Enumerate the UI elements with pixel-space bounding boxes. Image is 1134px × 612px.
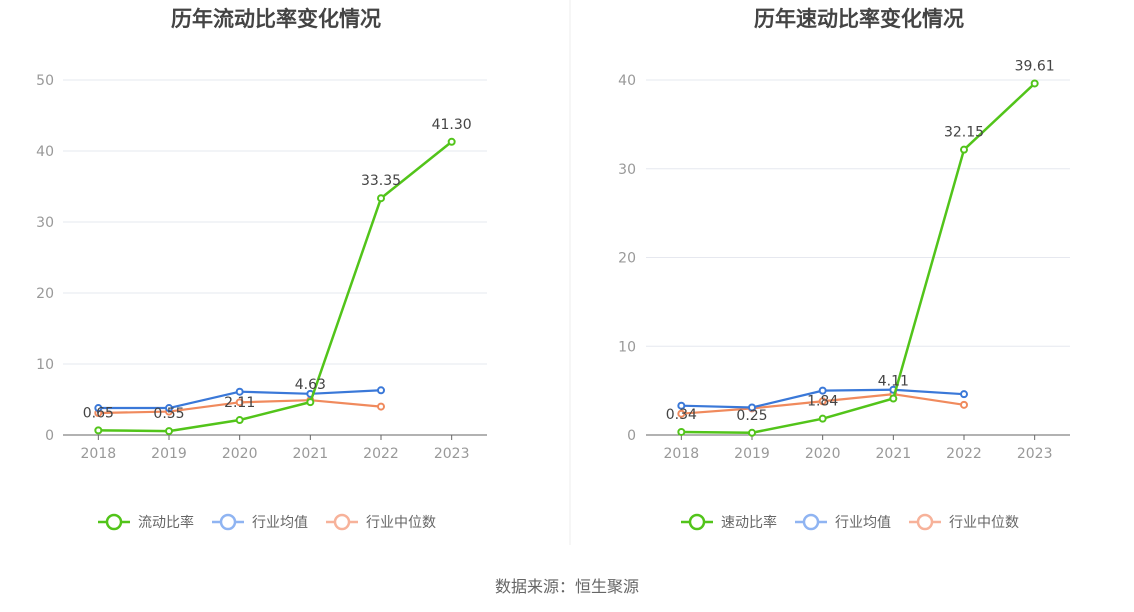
y-tick-label: 40: [618, 73, 636, 89]
data-label: 41.30: [432, 117, 472, 133]
industry-median-series-point: [818, 397, 827, 406]
primary-series-point: [94, 426, 103, 435]
industry-median-series-point: [960, 400, 968, 409]
data-label: 39.61: [1015, 58, 1055, 74]
x-tick-label: 2021: [293, 446, 329, 462]
data-label: 32.15: [944, 125, 984, 141]
y-tick-label: 10: [618, 339, 636, 355]
chart-title: 历年流动比率变化情况: [171, 7, 381, 31]
primary-series-line: [98, 140, 453, 433]
primary-series-point: [960, 145, 968, 154]
data-label: 0.34: [666, 407, 697, 423]
legend-item-industry-median-series[interactable]: 行业中位数: [326, 513, 436, 531]
y-tick-label: 0: [45, 428, 54, 444]
industry-average-series-point: [818, 386, 827, 395]
x-tick-label: 2023: [434, 446, 470, 462]
legend-item-industry-median-series[interactable]: 行业中位数: [909, 513, 1019, 531]
legend-marker: [105, 513, 123, 531]
primary-series-point: [165, 427, 173, 436]
industry-average-series-point: [235, 387, 244, 396]
primary-series-point: [377, 194, 385, 203]
x-tick-label: 2021: [876, 446, 912, 462]
legend-item-primary-series[interactable]: 流动比率: [98, 513, 194, 531]
legend-marker: [802, 513, 820, 531]
y-tick-label: 20: [36, 286, 54, 302]
x-tick-label: 2020: [805, 446, 841, 462]
x-tick-label: 2023: [1017, 446, 1053, 462]
data-source: 数据来源：恒生聚源: [495, 577, 639, 596]
primary-series-point: [1030, 79, 1039, 88]
legend-label: 行业中位数: [366, 515, 436, 531]
y-tick-label: 20: [618, 251, 636, 267]
x-tick-label: 2020: [222, 446, 258, 462]
primary-series-point: [818, 414, 827, 423]
current-ratio-chart: 历年流动比率变化情况 0 10 20 30 40 50 2018 2019 2020 2021 202…: [36, 7, 487, 531]
legend-marker: [916, 513, 934, 531]
data-label: 0.25: [736, 408, 767, 424]
data-label: 4.63: [295, 377, 326, 393]
x-tick-label: 2019: [734, 446, 770, 462]
y-tick-label: 10: [36, 357, 54, 373]
industry-average-series-point: [748, 403, 756, 412]
x-tick-label: 2018: [664, 446, 700, 462]
legend-item-industry-average-series[interactable]: 行业均值: [212, 513, 308, 531]
data-label: 1.84: [807, 394, 838, 410]
legend-label: 流动比率: [138, 514, 194, 531]
legend-label: 行业均值: [835, 515, 891, 531]
y-tick-label: 50: [36, 73, 54, 89]
industry-average-series-point: [677, 401, 686, 410]
industry-average-series-point: [165, 404, 173, 413]
industry-average-series-point: [377, 386, 385, 395]
primary-series-point: [306, 398, 315, 407]
data-label: 33.35: [361, 173, 401, 189]
primary-series-point: [235, 416, 244, 425]
legend-label: 行业均值: [252, 515, 308, 531]
legend-marker: [688, 513, 706, 531]
industry-average-series-point: [960, 390, 968, 399]
primary-series-line: [681, 82, 1036, 435]
legend-label: 行业中位数: [949, 515, 1019, 531]
x-tick-label: 2019: [151, 446, 187, 462]
legend-item-primary-series[interactable]: 速动比率: [681, 513, 777, 531]
y-tick-label: 30: [618, 162, 636, 178]
industry-average-series-point: [94, 404, 103, 413]
legend-item-industry-average-series[interactable]: 行业均值: [795, 513, 891, 531]
primary-series-point: [447, 137, 456, 146]
legend-label: 速动比率: [721, 514, 777, 531]
industry-median-series-point: [377, 402, 385, 411]
data-label: 2.11: [224, 395, 255, 411]
primary-series-point: [677, 427, 686, 436]
data-label: 0.55: [153, 406, 184, 422]
y-tick-label: 30: [36, 215, 54, 231]
y-tick-label: 40: [36, 144, 54, 160]
x-tick-label: 2022: [363, 446, 399, 462]
primary-series-point: [889, 394, 898, 403]
x-tick-label: 2018: [81, 446, 117, 462]
chart-title: 历年速动比率变化情况: [754, 7, 964, 31]
x-tick-label: 2022: [946, 446, 982, 462]
y-tick-label: 0: [627, 428, 636, 444]
data-label: 4.11: [878, 374, 909, 390]
legend-marker: [219, 513, 237, 531]
legend-marker: [333, 513, 351, 531]
industry-median-series-point: [235, 398, 244, 407]
data-label: 0.65: [83, 405, 114, 421]
primary-series-point: [748, 428, 756, 437]
quick-ratio-chart: 历年速动比率变化情况 0 10 20 30 40 2018 2019 2020 2021 2022 2…: [618, 7, 1070, 531]
industry-median-series-point: [677, 409, 686, 418]
